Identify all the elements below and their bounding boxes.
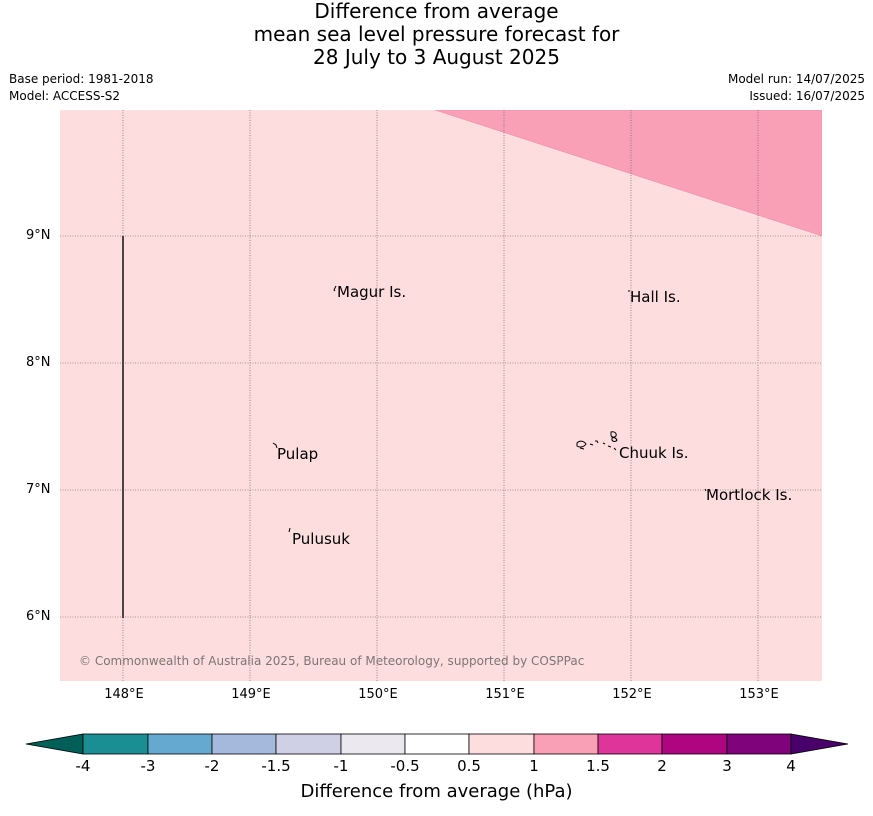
colorbar-extend-low	[26, 734, 83, 754]
place-label-chuuk: Chuuk Is.	[619, 445, 688, 462]
colorbar-tick-label: 1.5	[586, 758, 610, 775]
colorbar-tick-label: -0.5	[390, 758, 419, 775]
colorbar-segment	[148, 734, 212, 754]
colorbar-svg	[0, 728, 873, 768]
model-run: Model run: 14/07/2025	[728, 71, 865, 88]
base-period: Base period: 1981-2018	[9, 71, 154, 88]
lat-label-9n: 9°N	[26, 229, 51, 243]
colorbar-tick-label: -3	[141, 758, 156, 775]
colorbar-extend-high	[791, 734, 848, 754]
colorbar-segment	[662, 734, 727, 754]
colorbar-tick-label: -1.5	[261, 758, 290, 775]
island-outlines	[273, 286, 706, 532]
colorbar-segment	[341, 734, 405, 754]
model-name: Model: ACCESS-S2	[9, 88, 154, 105]
colorbar-tick-label: -2	[205, 758, 220, 775]
map-panel	[60, 110, 822, 681]
colorbar-tick-label: 0.5	[457, 758, 481, 775]
colorbar-segment	[534, 734, 598, 754]
colorbar-segment	[83, 734, 148, 754]
colorbar-tick-label: 4	[786, 758, 796, 775]
lon-label-150e: 150°E	[356, 688, 400, 702]
place-label-hall: Hall Is.	[630, 289, 681, 306]
map-title: Difference from average mean sea level p…	[0, 0, 873, 69]
map-svg	[60, 110, 822, 681]
colorbar-segments	[26, 734, 848, 754]
colorbar-segment	[598, 734, 662, 754]
colorbar-tick-label: -1	[334, 758, 349, 775]
place-label-mortlock: Mortlock Is.	[706, 487, 792, 504]
colorbar-tick-label: 3	[722, 758, 732, 775]
colorbar-tick-label: 2	[657, 758, 667, 775]
colorbar-segment	[276, 734, 341, 754]
title-line-2: mean sea level pressure forecast for	[0, 23, 873, 46]
pulusuk-island-shape	[289, 528, 290, 532]
high-anomaly-region	[435, 110, 822, 236]
meta-left: Base period: 1981-2018 Model: ACCESS-S2	[9, 71, 154, 105]
title-line-3: 28 July to 3 August 2025	[0, 46, 873, 69]
colorbar	[0, 728, 873, 768]
lat-label-8n: 8°N	[26, 356, 51, 370]
colorbar-segment	[469, 734, 534, 754]
copyright-notice: © Commonwealth of Australia 2025, Bureau…	[79, 654, 584, 668]
colorbar-label: Difference from average (hPa)	[0, 781, 873, 802]
chuuk-island-shapes	[577, 432, 617, 450]
issued-date: Issued: 16/07/2025	[728, 88, 865, 105]
lat-label-7n: 7°N	[26, 483, 51, 497]
lon-label-153e: 153°E	[737, 688, 781, 702]
colorbar-tick-label: -4	[76, 758, 91, 775]
colorbar-segment	[727, 734, 791, 754]
colorbar-segment	[405, 734, 469, 754]
magur-island-shape	[334, 286, 336, 291]
lat-label-6n: 6°N	[26, 610, 51, 624]
lon-label-152e: 152°E	[610, 688, 654, 702]
place-label-pulusuk: Pulusuk	[292, 531, 350, 548]
colorbar-segment	[212, 734, 276, 754]
lon-label-151e: 151°E	[483, 688, 527, 702]
place-label-magur: Magur Is.	[337, 284, 406, 301]
place-label-pulap: Pulap	[277, 446, 318, 463]
lon-label-148e: 148°E	[102, 688, 146, 702]
colorbar-tick-label: 1	[529, 758, 539, 775]
lon-label-149e: 149°E	[229, 688, 273, 702]
meta-right: Model run: 14/07/2025 Issued: 16/07/2025	[728, 71, 865, 105]
title-line-1: Difference from average	[0, 0, 873, 23]
